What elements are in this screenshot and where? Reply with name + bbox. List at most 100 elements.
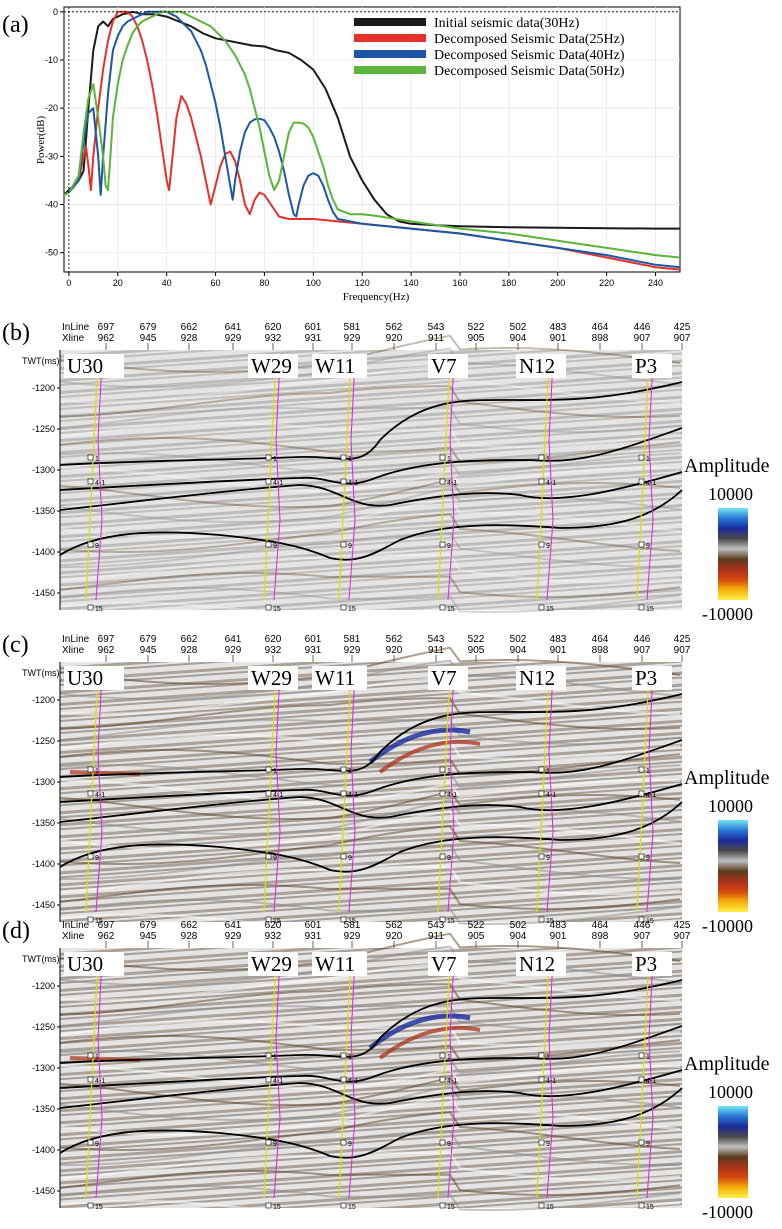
inline-value: 425 [674,634,691,645]
well-marker-label: 4-1 [95,792,105,799]
x-tick-label: 180 [501,278,516,288]
well-marker-label: 4-1 [546,480,556,487]
colorbar-max: 10000 [708,484,753,504]
well-log-curve [348,359,356,601]
inline-value: 464 [592,920,609,931]
inline-value: 620 [265,920,282,931]
well-marker [439,454,446,461]
well-marker-label: 9 [546,1141,550,1148]
well-marker-label: 15 [95,606,103,613]
well-name-u30[interactable]: U30 [64,666,124,690]
well-marker [87,766,94,773]
well-marker-label: 15 [348,606,356,613]
svg-text:P3: P3 [635,952,657,976]
well-name-p3[interactable]: P3 [632,952,672,976]
y-tick-label: -10 [45,55,58,65]
xline-value: 907 [634,931,651,942]
y-axis-label: Power(dB) [35,116,47,165]
well-name-n12[interactable]: N12 [516,354,566,378]
well-name-w29[interactable]: W29 [248,354,298,378]
well-marker-label: 9 [546,855,550,862]
reflector-bands [59,646,681,932]
inline-value: 483 [550,920,567,931]
well-log-curve [646,671,654,913]
horizon-line-0 [59,693,683,778]
amplitude-colorbar: Amplitude 10000 -10000 [684,1053,770,1218]
well-marker-label: 4-1 [273,480,283,487]
svg-text:N12: N12 [519,354,555,378]
inline-value: 562 [386,634,403,645]
well-marker-label: 15 [95,1204,103,1211]
well-marker [439,1076,446,1083]
well-marker-label: 1 [646,768,650,775]
twt-tick-label: -1300 [32,777,55,787]
well-name-v7[interactable]: V7 [428,952,468,976]
svg-text:U30: U30 [67,666,103,690]
well-marker [538,604,545,611]
well-name-w29[interactable]: W29 [248,666,298,690]
colorbar-ramp [718,1106,748,1198]
well-marker-label: 15 [447,918,455,925]
well-marker-label: 15 [546,606,554,613]
colorbar-ramp [718,820,748,912]
svg-text:W29: W29 [251,952,292,976]
well-marker [638,604,645,611]
well-marker [87,1139,94,1146]
well-name-w29[interactable]: W29 [248,952,298,976]
well-marker [340,478,347,485]
well-marker [340,454,347,461]
well-marker [265,853,272,860]
x-tick-label: 160 [452,278,467,288]
xline-value: 945 [140,333,157,344]
inline-value: 522 [468,920,485,931]
well-marker [87,541,94,548]
svg-text:V7: V7 [431,666,457,690]
well-marker-label: 4-1 [348,1078,358,1085]
well-marker [638,853,645,860]
well-marker [87,1202,94,1209]
well-marker-label: 1 [447,456,451,463]
well-log-curve [447,671,455,913]
spectrum-axes: 0 20 40 60 80 100 120 140 160 180 200 220 240 0 -10 -20… [45,7,680,288]
well-trajectories: 1 4-1 9 15 1 4-1 9 15 1 4-1 9 15 1 4-1 9 15 1 4-1 9 15 1 4-1 9… [85,957,656,1211]
well-marker [439,1202,446,1209]
y-tick-label: -40 [45,200,58,210]
well-name-v7[interactable]: V7 [428,354,468,378]
well-marker-label: 4-1 [646,480,656,487]
well-name-u30[interactable]: U30 [64,952,124,976]
inline-value: 446 [634,634,651,645]
well-marker [538,541,545,548]
svg-text:V7: V7 [431,354,457,378]
well-marker [638,790,645,797]
well-name-v7[interactable]: V7 [428,666,468,690]
inline-value: 679 [140,322,157,333]
well-name-n12[interactable]: N12 [516,952,566,976]
well-marker-label: 9 [447,855,451,862]
interpreted-horizons [59,979,683,1159]
horizon-line-3 [59,801,683,873]
twt-tick-label: -1200 [32,695,55,705]
svg-text:P3: P3 [635,666,657,690]
well-name-p3[interactable]: P3 [632,354,672,378]
xline-value: 907 [674,333,691,344]
inline-value: 425 [674,920,691,931]
well-name-p3[interactable]: P3 [632,666,672,690]
well-marker [340,916,347,923]
well-name-u30[interactable]: U30 [64,354,124,378]
well-name-w11[interactable]: W11 [312,354,367,378]
well-name-w11[interactable]: W11 [312,952,367,976]
spectrum-legend: Initial seismic data(30Hz)Decomposed Sei… [354,16,625,79]
inline-value: 662 [181,920,198,931]
xline-value: 907 [674,645,691,656]
well-marker-label: 9 [646,1141,650,1148]
legend-label-3: Decomposed Seismic Data(50Hz) [434,64,625,79]
well-name-n12[interactable]: N12 [516,666,566,690]
horizon-line-1 [59,1025,683,1089]
well-name-w11[interactable]: W11 [312,666,367,690]
well-marker [439,478,446,485]
well-log-curve [447,957,455,1199]
well-marker [439,790,446,797]
well-marker-label: 4-1 [646,792,656,799]
horizon-line-1 [59,739,683,803]
inline-value: 502 [510,920,527,931]
